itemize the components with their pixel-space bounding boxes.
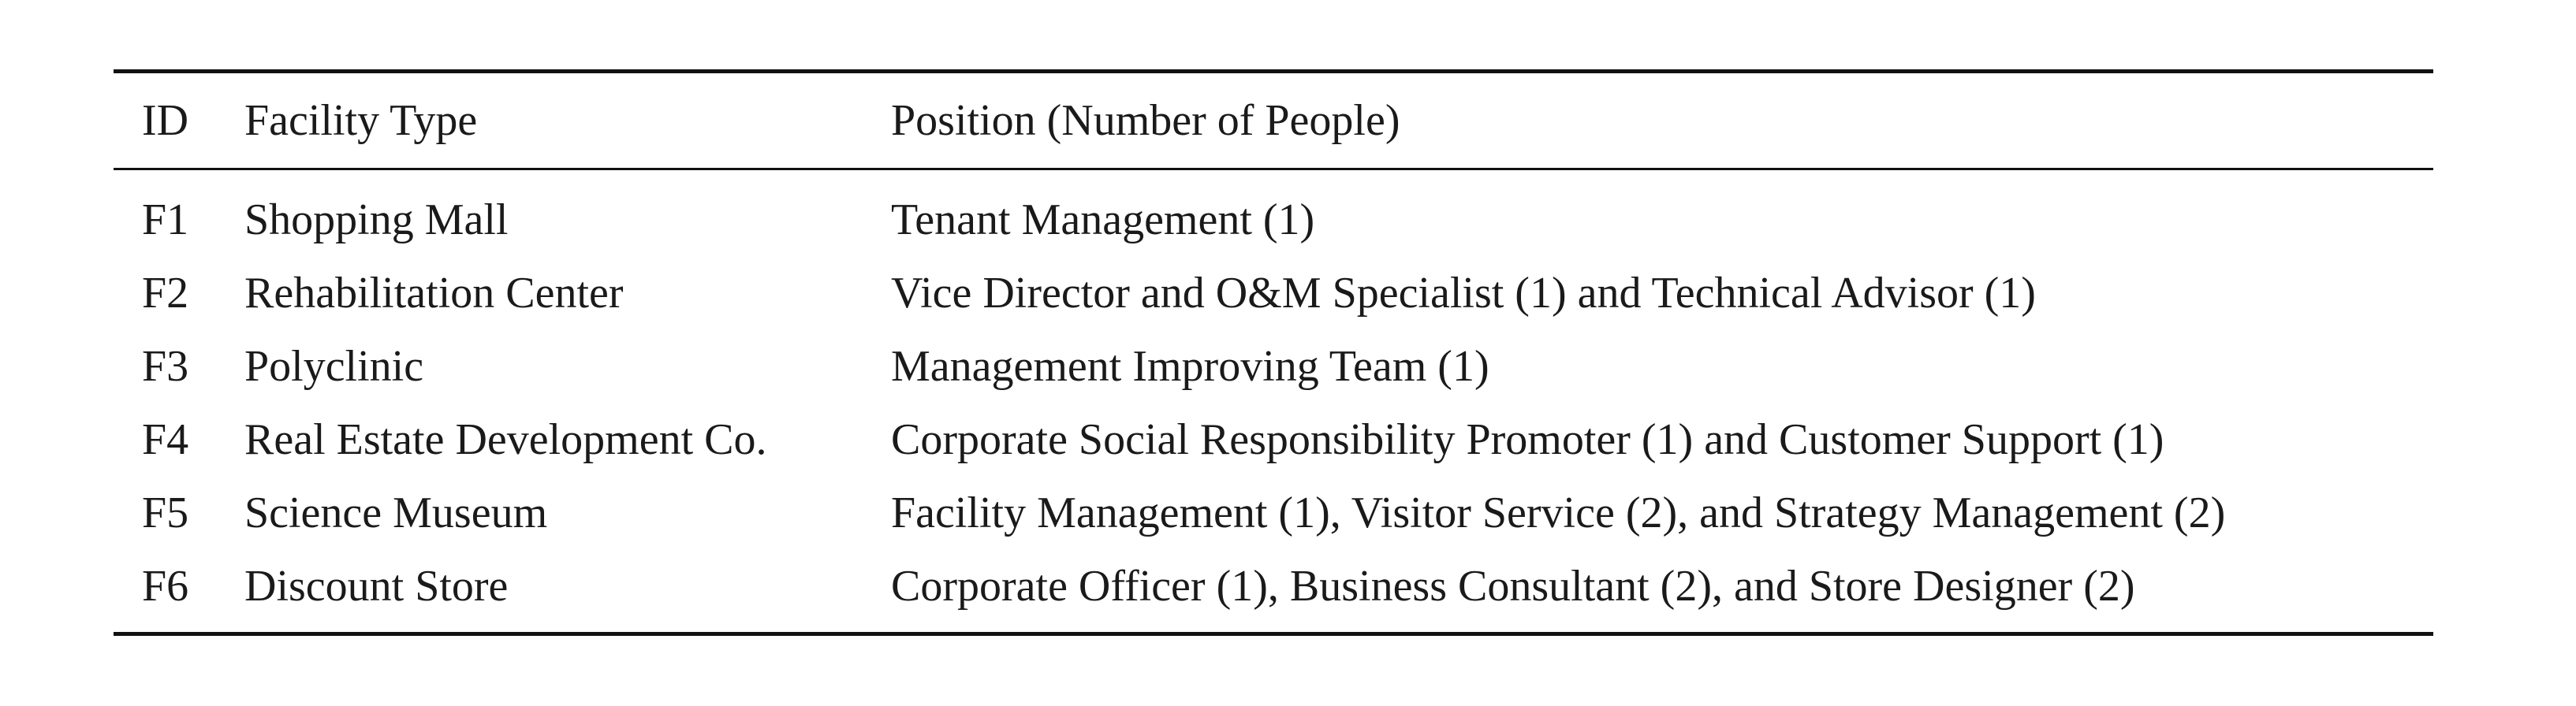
header-facility-type: Facility Type <box>244 96 478 145</box>
row-position: Corporate Social Responsibility Promoter… <box>891 414 2164 464</box>
table-row: F1 Shopping Mall Tenant Management (1) <box>114 183 2433 256</box>
header-position: Position (Number of People) <box>891 96 1400 145</box>
header-row: ID Facility Type Position (Number of Peo… <box>114 73 2433 168</box>
row-position: Vice Director and O&M Specialist (1) and… <box>891 268 2036 318</box>
table-body: F1 Shopping Mall Tenant Management (1) F… <box>114 170 2433 632</box>
row-facility-type: Polyclinic <box>244 341 424 391</box>
row-facility-type: Discount Store <box>244 561 509 611</box>
row-position: Management Improving Team (1) <box>891 341 1489 391</box>
row-position: Corporate Officer (1), Business Consulta… <box>891 561 2135 611</box>
table-row: F6 Discount Store Corporate Officer (1),… <box>114 549 2433 622</box>
table-top-rule <box>114 69 2433 73</box>
table-header: ID Facility Type Position (Number of Peo… <box>114 73 2433 168</box>
table-row: F5 Science Museum Facility Management (1… <box>114 476 2433 549</box>
header-id: ID <box>142 96 189 145</box>
row-id: F4 <box>142 414 189 464</box>
row-position: Tenant Management (1) <box>891 195 1315 244</box>
row-facility-type: Real Estate Development Co. <box>244 414 767 464</box>
facility-table: ID Facility Type Position (Number of Peo… <box>114 69 2433 636</box>
table-row: F3 Polyclinic Management Improving Team … <box>114 329 2433 403</box>
row-position: Facility Management (1), Visitor Service… <box>891 488 2226 537</box>
row-facility-type: Science Museum <box>244 488 548 537</box>
table-header-rule <box>114 168 2433 170</box>
table-bottom-rule <box>114 632 2433 636</box>
row-id: F5 <box>142 488 189 537</box>
table-row: F4 Real Estate Development Co. Corporate… <box>114 403 2433 476</box>
row-id: F2 <box>142 268 189 318</box>
row-id: F3 <box>142 341 189 391</box>
row-facility-type: Shopping Mall <box>244 195 509 244</box>
row-id: F1 <box>142 195 189 244</box>
row-facility-type: Rehabilitation Center <box>244 268 624 318</box>
table-row: F2 Rehabilitation Center Vice Director a… <box>114 256 2433 329</box>
row-id: F6 <box>142 561 189 611</box>
